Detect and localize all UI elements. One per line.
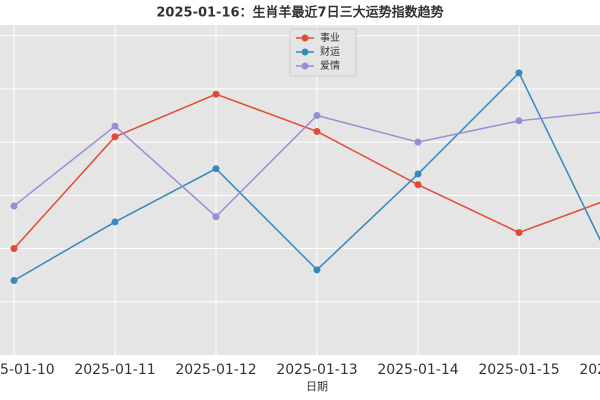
data-point <box>313 127 321 135</box>
x-tick-label: 2025-01-10 <box>0 362 55 378</box>
x-axis-label: 日期 <box>306 380 328 393</box>
data-point <box>10 276 18 284</box>
data-point <box>515 117 523 125</box>
data-point <box>10 245 18 253</box>
plot-background <box>0 25 600 355</box>
data-point <box>515 229 523 237</box>
legend-label: 财运 <box>320 45 340 58</box>
x-tick-label: 2025-01-13 <box>276 362 357 378</box>
data-point <box>111 122 119 130</box>
data-point <box>414 138 422 146</box>
x-tick-label: 2025-01-12 <box>175 362 256 378</box>
data-point <box>10 202 18 210</box>
x-tick-label: 2025-01-15 <box>478 362 559 378</box>
data-point <box>313 266 321 274</box>
data-point <box>212 213 220 221</box>
legend-label: 爱情 <box>320 59 340 72</box>
data-point <box>111 133 119 141</box>
legend-marker <box>301 62 309 70</box>
x-tick-label: 2025-01-11 <box>74 362 155 378</box>
legend-marker <box>301 48 309 56</box>
data-point <box>212 90 220 98</box>
x-tick-label: 2025-01-14 <box>377 362 458 378</box>
data-point <box>212 165 220 173</box>
legend-marker <box>301 34 309 42</box>
data-point <box>414 181 422 189</box>
data-point <box>111 218 119 226</box>
chart-title: 2025-01-16：生肖羊最近7日三大运势指数趋势 <box>156 5 443 21</box>
legend-label: 事业 <box>320 31 340 44</box>
data-point <box>313 111 321 119</box>
x-tick-label: 2025-01-16 <box>579 362 600 378</box>
data-point <box>414 170 422 178</box>
data-point <box>515 69 523 77</box>
